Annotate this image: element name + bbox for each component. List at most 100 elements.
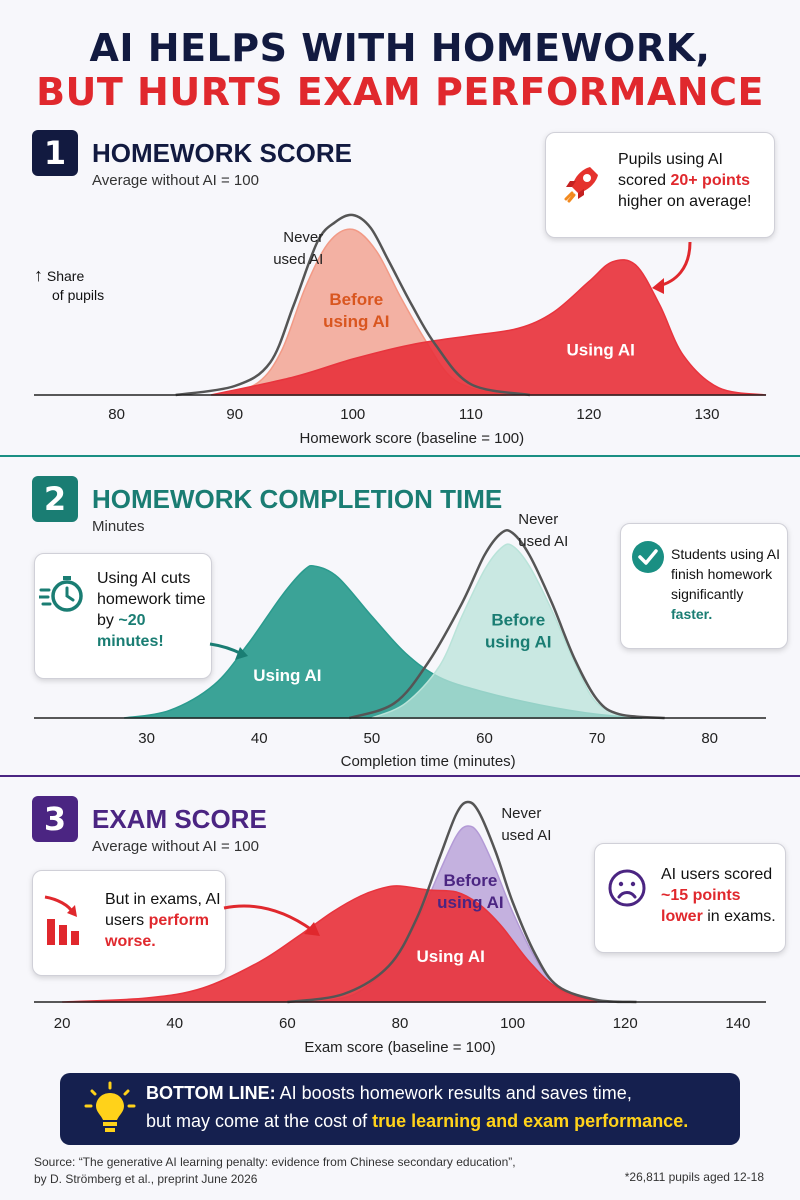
x-tick-label: 100	[500, 1015, 525, 1032]
using-ai-area	[62, 885, 598, 1003]
x-tick-label: 100	[340, 406, 365, 423]
x-axis-label: Homework score (baseline = 100)	[299, 430, 524, 447]
never-used-ai-outline	[287, 800, 637, 1004]
before-using-ai-label: Before using AI	[485, 611, 551, 652]
y-axis-label-line-2: of pupils	[52, 287, 105, 303]
section-1-number-badge: 1	[32, 130, 78, 176]
never-used-ai-label-line: Never	[518, 511, 558, 528]
x-axis-label: Exam score (baseline = 100)	[304, 1039, 495, 1056]
before-using-ai-label: Before using AI	[437, 871, 503, 912]
completion-time-chart: 30 40 50 60 70 80 Completion time (minutes) Usi…	[34, 511, 766, 770]
never-used-ai-label-line: Never	[283, 229, 323, 246]
time-saved-callout: Using AI cuts homework time by ~20 minut…	[34, 553, 212, 679]
before-using-ai-label-line: Before	[443, 871, 497, 890]
homework-score-callout: Pupils using AI scored 20+ points higher…	[545, 132, 775, 238]
using-ai-label: Using AI	[253, 666, 321, 685]
using-ai-label-line: Using AI	[253, 666, 321, 685]
never-used-ai-label-line: used AI	[273, 251, 323, 268]
x-tick-label: 80	[108, 406, 125, 423]
never-used-ai-label-line: Never	[501, 805, 541, 822]
rocket-icon	[564, 167, 598, 203]
before-using-ai-label: Before using AI	[323, 290, 389, 331]
x-tick-label: 40	[251, 730, 268, 747]
never-used-ai-label: Never used AI	[273, 229, 323, 268]
using-ai-label-line: Using AI	[567, 340, 635, 359]
callout-arrow	[652, 241, 692, 294]
bottom-line-text-2: but may come at the cost of	[146, 1111, 373, 1131]
y-axis-label-line-1: Share	[46, 268, 85, 284]
bottom-line-box: BOTTOM LINE: AI boosts homework results …	[60, 1073, 740, 1145]
bottom-line-label: BOTTOM LINE:	[146, 1083, 276, 1103]
before-using-ai-label-line: using AI	[485, 633, 551, 652]
bottom-line-highlight: true learning and exam performance.	[372, 1111, 689, 1131]
exam-lower-callout: AI users scored ~15 points lower in exam…	[594, 843, 786, 953]
never-used-ai-label-line: used AI	[518, 533, 568, 550]
exam-score-chart: 20 40 60 80 100 120 140 Exam score (baseline = …	[34, 800, 766, 1056]
x-tick-label: 70	[589, 730, 606, 747]
source-line-1: Source: “The generative AI learning pena…	[34, 1155, 516, 1169]
section-divider	[0, 775, 800, 777]
x-tick-label: 140	[725, 1015, 750, 1032]
x-tick-label: 120	[576, 406, 601, 423]
x-tick-label: 80	[392, 1015, 409, 1032]
using-ai-label: Using AI	[567, 340, 635, 359]
section-3-subtitle: Average without AI = 100	[92, 838, 259, 855]
source-line-2: by D. Strömberg et al., preprint June 20…	[34, 1172, 258, 1186]
never-used-ai-label: Never used AI	[518, 511, 568, 550]
y-axis-label: ↑ Share of pupils	[34, 266, 104, 305]
sad-face-icon	[608, 869, 646, 907]
x-tick-label: 110	[459, 406, 483, 423]
before-using-ai-label-line: using AI	[437, 893, 503, 912]
callout-highlight: ~15 points lower	[661, 887, 741, 925]
x-tick-label: 120	[613, 1015, 638, 1032]
never-used-ai-label-line: used AI	[501, 827, 551, 844]
x-tick-label: 60	[279, 1015, 296, 1032]
x-axis-label: Completion time (minutes)	[341, 753, 516, 770]
before-using-ai-area	[371, 543, 632, 719]
callout-highlight: 20+ points	[670, 172, 751, 189]
x-tick-label: 90	[226, 406, 243, 423]
stopwatch-icon	[39, 576, 83, 612]
x-tick-label: 130	[694, 406, 719, 423]
section-1-subtitle: Average without AI = 100	[92, 172, 259, 189]
title-line-1: AI HELPS WITH HOMEWORK,	[89, 26, 711, 70]
x-tick-label: 20	[54, 1015, 71, 1032]
callout-highlight: ~20 minutes!	[97, 612, 164, 650]
never-used-ai-outline	[348, 528, 665, 720]
never-used-ai-outline	[175, 213, 531, 397]
sample-note: *26,811 pupils aged 12-18	[624, 1170, 764, 1184]
using-ai-label-line: Using AI	[417, 947, 485, 966]
x-tick-label: 50	[364, 730, 381, 747]
x-tick-label: 30	[138, 730, 155, 747]
section-divider	[0, 455, 800, 457]
callout-highlight: faster.	[671, 606, 713, 622]
never-used-ai-label: Never used AI	[501, 805, 551, 844]
homework-score-chart: 80 90 100 110 120 130 Homework score (baseline…	[34, 213, 767, 447]
using-ai-area	[210, 259, 767, 396]
before-using-ai-label-line: Before	[491, 611, 545, 630]
bottom-line-text-1: AI boosts homework results and saves tim…	[275, 1083, 632, 1103]
callout-text: AI users scored	[661, 866, 773, 883]
section-2-title: HOMEWORK COMPLETION TIME	[92, 484, 503, 514]
faster-callout: Students using AI finish homework signif…	[620, 523, 788, 649]
callout-arrow	[209, 642, 248, 660]
callout-highlight: perform worse.	[105, 912, 210, 950]
callout-text-end: in exams.	[702, 908, 776, 925]
using-ai-label: Using AI	[417, 947, 485, 966]
x-tick-label: 60	[476, 730, 493, 747]
callout-text: Students using AI finish homework signif…	[671, 546, 780, 602]
callout-text: Using AI cuts homework time by	[97, 570, 206, 629]
checkmark-icon	[632, 541, 664, 573]
declining-chart-icon	[44, 895, 79, 945]
section-3-number-badge: 3	[32, 796, 78, 842]
section-1-title: HOMEWORK SCORE	[92, 138, 352, 168]
section-3-title: EXAM SCORE	[92, 804, 267, 834]
x-tick-label: 40	[166, 1015, 183, 1032]
before-using-ai-label-line: Before	[329, 290, 383, 309]
title-line-2: BUT HURTS EXAM PERFORMANCE	[36, 70, 764, 114]
callout-text: Pupils using AI scored	[618, 151, 723, 189]
x-tick-label: 80	[701, 730, 718, 747]
exam-worse-callout: But in exams, AI users perform worse.	[32, 870, 226, 976]
before-using-ai-label-line: using AI	[323, 312, 389, 331]
lightbulb-icon	[84, 1081, 136, 1132]
